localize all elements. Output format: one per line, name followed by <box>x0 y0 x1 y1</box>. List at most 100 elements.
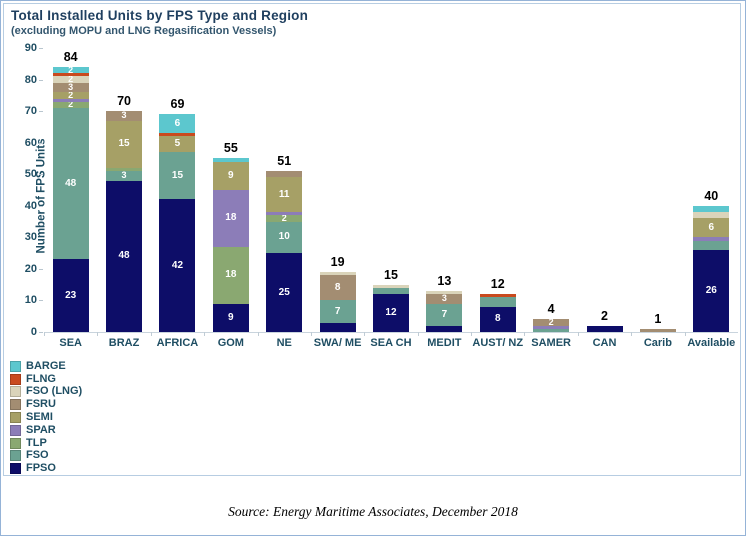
bar-segment-semi[interactable]: 6 <box>693 218 730 238</box>
bar-segment-fso-lng-[interactable]: 2 <box>52 75 89 84</box>
y-tick-mark <box>39 268 43 270</box>
bar-segment-value: 18 <box>225 269 237 281</box>
bar-segment-value: 8 <box>334 281 341 293</box>
bar-segment-fso-lng-[interactable] <box>372 284 409 288</box>
bar-total-label: 1 <box>654 311 662 326</box>
bar-segment-tlp[interactable]: 2 <box>266 212 303 223</box>
y-tick-mark <box>39 205 43 207</box>
bar-total-label: 19 <box>330 255 345 270</box>
bar-segment-barge[interactable]: 2 <box>52 65 89 74</box>
legend-label: FLNG <box>26 372 56 385</box>
chart-panel: Total Installed Units by FPS Type and Re… <box>3 3 741 476</box>
bar-segment-barge[interactable]: 6 <box>159 114 196 134</box>
legend-swatch-icon <box>10 463 21 475</box>
legend-item-barge[interactable]: BARGE <box>10 360 82 373</box>
bar-segment-fpso[interactable]: 8 <box>479 306 516 332</box>
bar-segment-fpso[interactable]: 9 <box>212 303 249 332</box>
bar-segment-fso[interactable]: 7 <box>426 303 463 326</box>
bar-segment-fpso[interactable]: 42 <box>159 199 196 332</box>
bar-segment-fso-lng-[interactable] <box>426 291 463 295</box>
bar-total-label: 12 <box>490 277 505 292</box>
bar-segment-fpso[interactable]: 25 <box>266 253 303 332</box>
bar-segment-spar[interactable]: 18 <box>212 190 249 247</box>
bar-segment-fso-lng-[interactable] <box>319 272 356 276</box>
x-tick-label: AFRICA <box>156 337 199 349</box>
bar-segment-value: 9 <box>228 169 234 181</box>
bar-segment-fso[interactable] <box>372 287 409 295</box>
plot-area: 0 10 20 30 40 50 60 70 80 90 23 48 2 2 3 2 2 84 SEA 48 3 15 3 7… <box>25 42 738 349</box>
legend-item-fso[interactable]: FSO <box>10 450 82 463</box>
bar-segment-fsru[interactable]: 8 <box>319 275 356 301</box>
x-tick-label: BRAZ <box>108 337 140 349</box>
bar-segment-fpso[interactable]: 23 <box>52 259 89 332</box>
bar-segment-fpso[interactable]: 12 <box>372 294 409 332</box>
bar-segment-fpso[interactable]: 48 <box>106 180 143 332</box>
bar-segment-tlp[interactable]: 18 <box>212 246 249 304</box>
chart-subtitle: (excluding MOPU and LNG Regasification V… <box>11 25 277 37</box>
bar-segment-barge[interactable] <box>693 205 730 213</box>
bar-segment-fso[interactable]: 48 <box>52 107 89 260</box>
y-tick-label: 70 <box>24 105 37 118</box>
bar-segment-value: 5 <box>174 138 181 150</box>
bar-segment-value: 23 <box>65 289 77 301</box>
bar-segment-value: 2 <box>281 212 287 223</box>
bar-segment-fso-lng-[interactable] <box>693 212 730 219</box>
legend-item-fso-lng-[interactable]: FSO (LNG) <box>10 386 82 399</box>
y-tick-mark <box>39 48 43 49</box>
y-tick-label: 60 <box>24 136 37 149</box>
bar-segment-fso[interactable] <box>479 297 516 307</box>
bar-segment-value: 10 <box>278 231 290 243</box>
bar-segment-barge[interactable] <box>212 158 249 162</box>
bar-segment-fso[interactable] <box>693 240 730 250</box>
bar-segment-semi[interactable]: 11 <box>266 177 303 213</box>
bar-segment-spar[interactable] <box>693 237 730 241</box>
bar-column-swa-me: 7 8 19 SWA/ ME <box>310 48 364 349</box>
bar-segment-fsru[interactable]: 2 <box>533 318 570 327</box>
legend-item-flng[interactable]: FLNG <box>10 373 82 386</box>
bar-segment-spar[interactable] <box>266 212 303 216</box>
bar-segment-fpso[interactable]: 26 <box>693 249 730 332</box>
bar-segment-fso[interactable] <box>533 328 570 332</box>
bar-segment-semi[interactable]: 9 <box>212 161 249 190</box>
bar-segment-value: 3 <box>68 81 74 92</box>
x-tick-label: Carib <box>643 337 672 349</box>
bar-segment-fso[interactable]: 3 <box>106 171 143 181</box>
x-tick-mark <box>631 332 633 336</box>
bar-column-carib: 1 Carib <box>631 48 684 349</box>
x-tick-label: CAN <box>592 337 617 349</box>
bar-segment-flng[interactable] <box>479 294 516 298</box>
bar-segment-semi[interactable]: 2 <box>52 90 89 99</box>
bar-column-ne: 25 10 2 11 51 NE <box>257 48 311 349</box>
legend-item-spar[interactable]: SPAR <box>10 424 82 437</box>
legend-item-tlp[interactable]: TLP <box>10 437 82 450</box>
bar-segment-spar[interactable] <box>52 98 89 102</box>
bar-segment-semi[interactable]: 5 <box>159 136 196 153</box>
legend-swatch-icon <box>10 450 21 462</box>
legend-item-semi[interactable]: SEMI <box>10 411 82 424</box>
legend-label: BARGE <box>26 359 66 372</box>
bar-segment-flng[interactable] <box>159 133 196 137</box>
bar-segment-tlp[interactable]: 2 <box>52 100 89 109</box>
bar-column-available: 26 6 40 Available <box>684 48 738 349</box>
bar-column-sea-ch: 12 15 SEA CH <box>364 48 417 349</box>
bar-segment-fso[interactable]: 15 <box>159 152 196 200</box>
bar-segment-fpso[interactable] <box>319 322 356 332</box>
bar-segment-fso[interactable]: 7 <box>319 300 356 323</box>
bar-segment-semi[interactable]: 15 <box>106 120 143 168</box>
bar-segment-fso[interactable]: 10 <box>266 221 303 254</box>
bar-segment-spar[interactable] <box>533 325 570 329</box>
bar-segment-value: 3 <box>121 110 127 121</box>
legend-item-fpso[interactable]: FPSO <box>10 462 82 475</box>
bar-segment-fpso[interactable] <box>586 325 623 332</box>
bar-segment-tlp[interactable] <box>106 167 143 172</box>
bar-segment-fsru[interactable]: 3 <box>426 294 463 304</box>
bar-segment-fpso[interactable] <box>426 325 463 332</box>
bar-segment-flng[interactable] <box>52 73 89 77</box>
bar-segment-fsru[interactable]: 3 <box>52 81 89 93</box>
bar-total-label: 51 <box>277 154 292 169</box>
bar-segment-fsru[interactable] <box>266 171 303 178</box>
bar-segment-fsru[interactable] <box>639 328 676 332</box>
legend-item-fsru[interactable]: FSRU <box>10 398 82 411</box>
bar-segment-fsru[interactable]: 3 <box>106 110 143 121</box>
